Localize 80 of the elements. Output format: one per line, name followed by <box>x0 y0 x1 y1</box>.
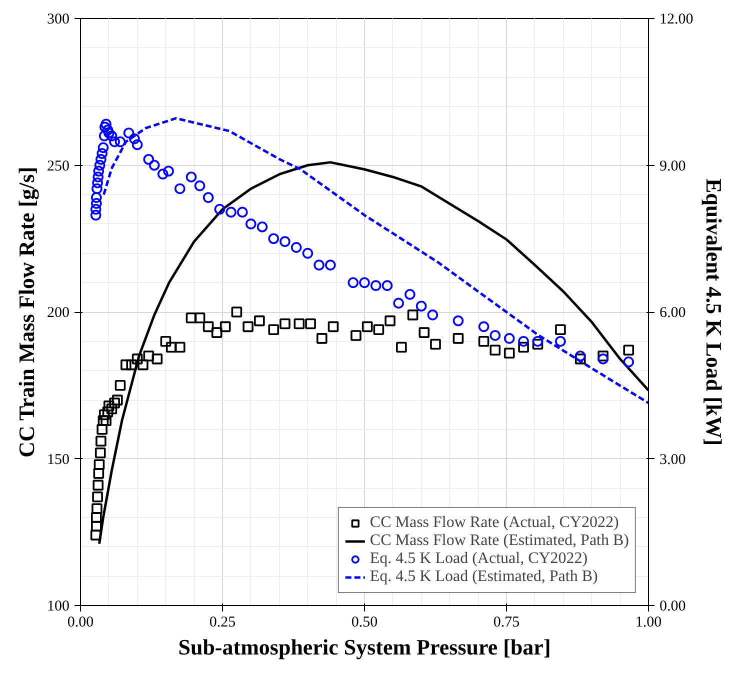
point <box>280 236 290 247</box>
point <box>214 204 226 215</box>
point <box>490 330 501 341</box>
point <box>186 172 197 182</box>
point <box>574 350 586 362</box>
y2-tick-label: 9.00 <box>660 158 686 174</box>
point <box>370 280 382 291</box>
point <box>123 128 134 138</box>
point <box>106 130 118 142</box>
point <box>174 183 186 194</box>
y-tick-label: 300 <box>47 12 70 28</box>
legend-label: Eq. 4.5 K Load (Actual, CY2022) <box>370 550 588 568</box>
x-tick-label: 1.00 <box>635 614 662 630</box>
point <box>100 118 112 130</box>
point <box>290 242 302 253</box>
point <box>100 122 110 132</box>
point <box>598 354 608 364</box>
point <box>348 277 359 288</box>
point <box>91 192 102 203</box>
point <box>518 336 529 347</box>
y2-tick-label: 3.00 <box>660 452 686 468</box>
point <box>226 206 236 218</box>
point <box>246 218 256 230</box>
y-tick-label: 200 <box>47 305 70 321</box>
y-tick-label: 250 <box>47 158 70 174</box>
x-tick-label: 0.00 <box>67 614 94 630</box>
point <box>132 139 143 150</box>
point <box>382 280 393 291</box>
point <box>314 260 324 270</box>
point <box>98 142 109 154</box>
point <box>202 192 214 203</box>
point <box>452 315 464 326</box>
point <box>93 166 104 177</box>
point <box>92 172 104 182</box>
point <box>90 204 102 215</box>
point <box>404 289 416 300</box>
point <box>157 168 168 180</box>
x-axis-title: Sub-atmospheric System Pressure [bar] <box>178 634 551 660</box>
point <box>532 336 544 347</box>
point <box>143 154 154 165</box>
y2-axis-title: Equivalent 4.5 K Load [kW] <box>701 178 726 446</box>
x-tick-label: 0.75 <box>493 614 520 630</box>
point <box>96 148 108 159</box>
x-tick-label: 0.25 <box>209 614 236 630</box>
point <box>91 198 102 209</box>
y-tick-label: 150 <box>47 452 70 468</box>
y2-tick-label: 6.00 <box>660 305 686 321</box>
y2-tick-label: 0.00 <box>660 598 686 614</box>
point <box>109 136 120 148</box>
point <box>94 160 106 171</box>
point <box>302 248 314 259</box>
point <box>148 160 160 171</box>
point <box>236 206 248 218</box>
point <box>114 136 126 148</box>
x-tick-label: 0.50 <box>351 614 378 630</box>
point <box>478 321 490 332</box>
point <box>129 133 140 144</box>
point <box>92 183 102 194</box>
legend-label: CC Mass Flow Rate (Estimated, Path B) <box>370 532 629 550</box>
point <box>194 180 206 192</box>
legend-label: Eq. 4.5 K Load (Estimated, Path B) <box>370 568 598 586</box>
y2-tick-label: 12.00 <box>660 12 694 28</box>
point <box>504 333 515 344</box>
point <box>98 130 110 142</box>
point <box>325 260 336 270</box>
y-tick-label: 100 <box>47 598 70 614</box>
legend-label: CC Mass Flow Rate (Actual, CY2022) <box>370 514 619 532</box>
point <box>555 336 566 347</box>
point <box>623 356 634 368</box>
point <box>393 298 404 309</box>
point <box>256 221 268 232</box>
point <box>416 300 427 312</box>
point <box>163 166 174 177</box>
y-axis-title: CC Train Mass Flow Rate [g/s] <box>14 166 39 458</box>
point <box>90 210 102 221</box>
point <box>427 310 438 320</box>
point <box>359 277 370 288</box>
point <box>96 154 106 165</box>
point <box>92 177 103 188</box>
point <box>268 233 280 244</box>
